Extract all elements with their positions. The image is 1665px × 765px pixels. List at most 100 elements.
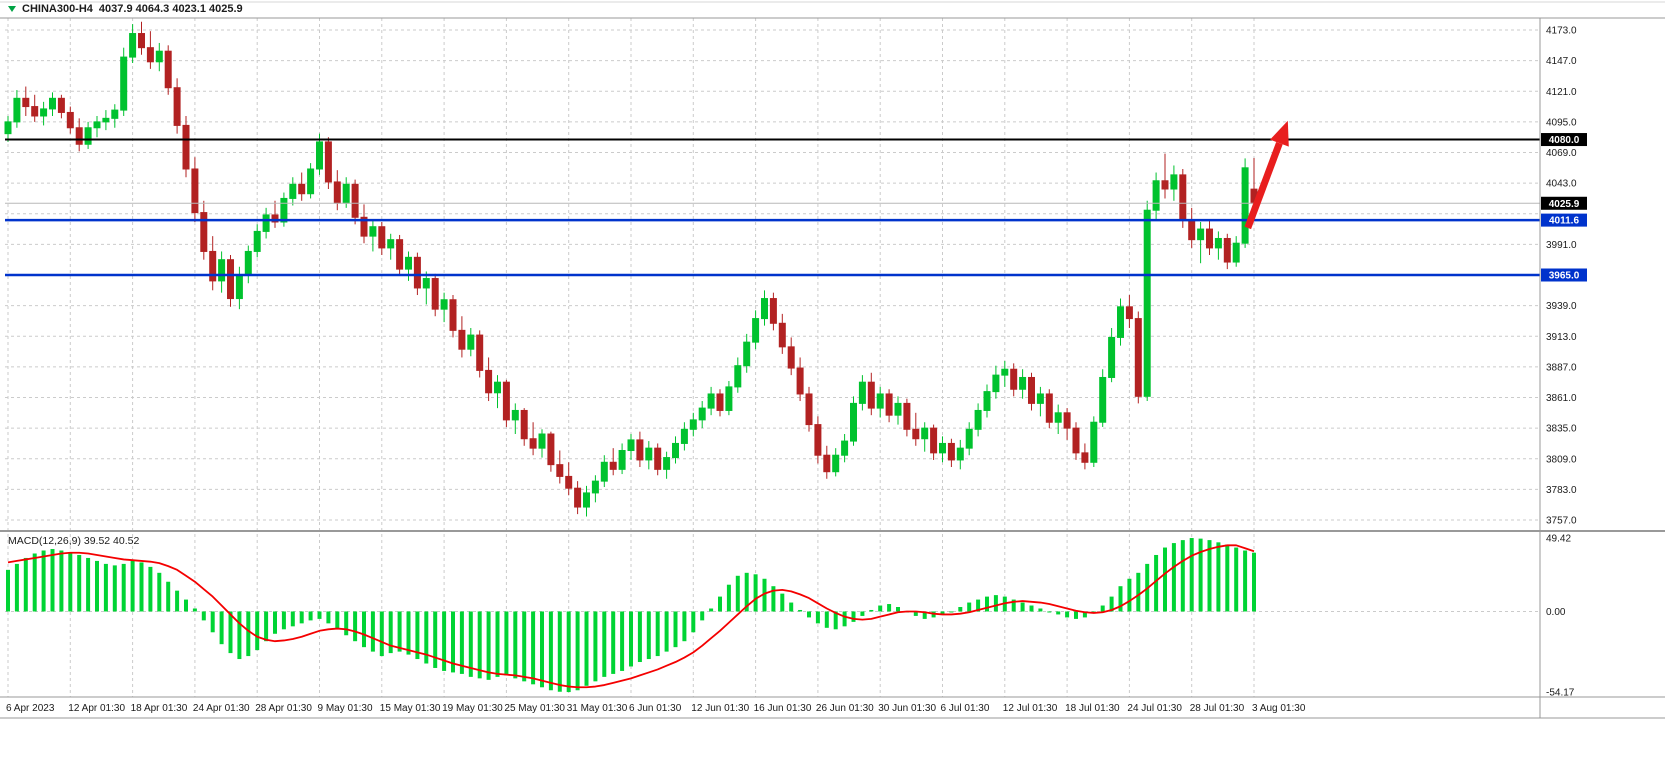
candle-body [476, 334, 484, 371]
price-axis-label: 3887.0 [1546, 362, 1577, 373]
candle-body [502, 381, 510, 421]
macd-bar [1029, 605, 1034, 612]
macd-bar [50, 549, 55, 612]
time-axis-label: 18 Apr 01:30 [131, 703, 188, 714]
candle-body [1054, 412, 1062, 423]
time-axis-label: 28 Apr 01:30 [255, 703, 312, 714]
candle-body [422, 278, 430, 289]
candle-body [129, 33, 137, 58]
macd-bar [255, 611, 260, 651]
candle-body [912, 428, 920, 440]
macd-bar [700, 611, 705, 621]
macd-bar [504, 611, 509, 676]
candle-body [645, 447, 653, 461]
macd-bar [1198, 538, 1203, 612]
macd-bar [637, 611, 642, 663]
candle-body [858, 381, 866, 404]
candle-body [102, 117, 110, 123]
time-axis-label: 16 Jun 01:30 [754, 703, 812, 714]
macd-bar [41, 550, 46, 612]
macd-bar [175, 590, 180, 612]
macd-bar [762, 578, 767, 612]
candle-body [413, 256, 421, 289]
candle-body [1099, 376, 1107, 423]
symbol-ohlc-values: 4037.9 4064.3 4023.1 4025.9 [98, 3, 243, 15]
candle-body [1001, 368, 1009, 376]
candle-body [111, 109, 119, 119]
candle-body [814, 424, 822, 456]
candle-body [832, 454, 840, 473]
time-axis-label: 28 Jul 01:30 [1190, 703, 1245, 714]
macd-panel-surface[interactable] [5, 531, 1540, 697]
macd-bar [1065, 611, 1070, 618]
candle-body [298, 183, 306, 195]
candle-body [84, 127, 92, 145]
macd-bar [860, 611, 865, 616]
macd-bar [1207, 540, 1212, 612]
macd-bar [495, 611, 500, 677]
macd-bar [184, 599, 188, 612]
candle-body [57, 97, 65, 113]
macd-bar [68, 552, 73, 612]
candle-body [1161, 180, 1169, 190]
candle-body [1223, 237, 1231, 263]
candle-body [396, 239, 404, 270]
macd-bar [335, 611, 340, 630]
macd-bar [379, 611, 384, 657]
macd-bar [824, 611, 829, 628]
symbol-dropdown-icon[interactable] [8, 6, 16, 12]
candle-body [591, 480, 599, 494]
macd-bar [326, 611, 331, 624]
candle-body [511, 409, 519, 421]
candle-body [1241, 167, 1249, 244]
candle-body [440, 299, 448, 310]
macd-bar [566, 611, 571, 693]
candle-body [947, 442, 955, 461]
macd-bar [887, 604, 892, 612]
macd-bar [433, 611, 438, 668]
candle-body [663, 457, 671, 470]
macd-bar [77, 554, 82, 612]
candle-body [1170, 174, 1178, 190]
macd-bar [833, 611, 838, 630]
time-axis-label: 19 May 01:30 [442, 703, 503, 714]
time-axis-labels: 6 Apr 2023 12 Apr 01:30 18 Apr 01:30 24 Apr… [6, 703, 1306, 714]
macd-bar [1011, 599, 1016, 612]
candle-body [1072, 427, 1080, 454]
macd-bar [673, 611, 678, 648]
macd-bar [842, 611, 847, 627]
macd-bar [1038, 608, 1043, 612]
macd-axis-label: 49.42 [1546, 534, 1571, 545]
candle-body [867, 381, 875, 409]
candle-body [49, 97, 56, 110]
macd-bar [815, 611, 820, 624]
candle-body [823, 454, 831, 473]
trend-arrow[interactable] [1244, 120, 1289, 230]
candle-body [520, 409, 528, 440]
macd-bar [210, 611, 215, 633]
candle-body [716, 393, 724, 411]
price-axis-label: 3835.0 [1546, 424, 1577, 435]
price-tag [1541, 133, 1587, 147]
macd-bar [442, 611, 447, 671]
macd-axis-label: 0.00 [1546, 607, 1566, 618]
macd-bar [148, 566, 153, 612]
macd-bar [949, 611, 954, 613]
macd-bar [139, 562, 144, 612]
candle-body [146, 47, 154, 63]
macd-bar [59, 550, 64, 612]
macd-bar [744, 572, 749, 612]
time-axis-strip[interactable] [0, 697, 1540, 718]
candle-body [565, 475, 573, 489]
candle-body [22, 97, 30, 108]
price-chart-surface[interactable] [5, 18, 1540, 531]
candle-body [850, 402, 857, 442]
candle-body [636, 439, 644, 461]
macd-bar [531, 611, 536, 685]
macd-bar [1082, 611, 1087, 618]
price-axis-strip[interactable] [1540, 18, 1665, 718]
time-axis-label: 18 Jul 01:30 [1065, 703, 1120, 714]
price-axis-label: 3861.0 [1546, 393, 1577, 404]
macd-bar [807, 611, 811, 618]
